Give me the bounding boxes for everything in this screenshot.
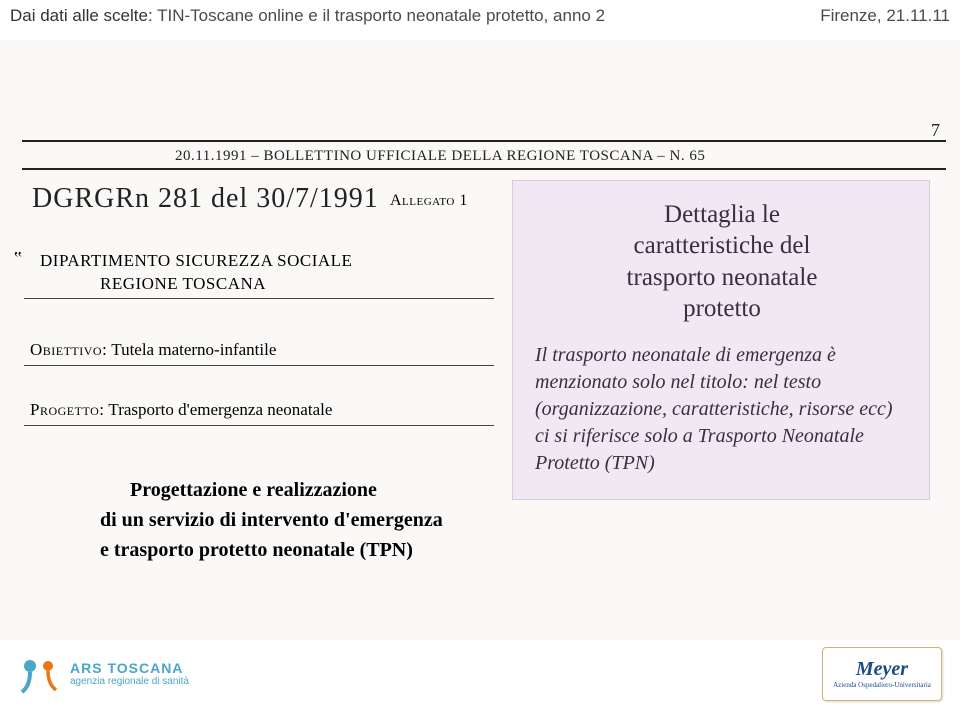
divider-3: [24, 425, 494, 426]
progetto-label: Progetto:: [30, 400, 104, 419]
handwritten-reference: DGRGRn 281 del 30/7/1991: [32, 183, 379, 215]
ars-subtitle: agenzia regionale di sanità: [70, 676, 189, 687]
dipartimento-block: DIPARTIMENTO SICUREZZA SOCIALE REGIONE T…: [40, 250, 352, 296]
callout-title-l1: Dettaglia le: [664, 201, 780, 228]
ars-icon: [18, 652, 62, 696]
margin-mark: ‟: [14, 248, 22, 269]
meyer-logo: Meyer Azienda Ospedaliero-Universitaria: [822, 647, 942, 701]
meyer-name: Meyer: [856, 659, 908, 679]
callout-title: Dettaglia le caratteristiche del traspor…: [535, 199, 909, 324]
rule-mid: [22, 168, 946, 170]
obiettivo-row: Obiettivo: Tutela materno-infantile: [30, 340, 276, 360]
meyer-subtitle: Azienda Ospedaliero-Universitaria: [833, 681, 931, 689]
allegato-label: Allegato 1: [390, 192, 468, 210]
rule-top: [22, 140, 946, 142]
callout-title-l3: trasporto neonatale: [627, 264, 818, 291]
slide-header: Dai dati alle scelte: TIN-Toscane online…: [10, 6, 950, 26]
obiettivo-label: Obiettivo:: [30, 340, 107, 359]
callout-title-l4: protetto: [683, 295, 761, 322]
ars-name: ARS TOSCANA: [70, 661, 189, 676]
obiettivo-text: Tutela materno-infantile: [111, 340, 276, 359]
header-prefix: Dai dati alle scelte:: [10, 6, 153, 25]
divider-1: [24, 298, 494, 299]
dipartimento-line1: DIPARTIMENTO SICUREZZA SOCIALE: [40, 250, 352, 273]
dipartimento-line2: REGIONE TOSCANA: [40, 273, 352, 296]
block-line2: di un servizio di intervento d'emergenza: [100, 505, 500, 535]
divider-2: [24, 365, 494, 366]
project-description: Progettazione e realizzazione di un serv…: [100, 475, 500, 565]
bollettino-header: 20.11.1991 – BOLLETTINO UFFICIALE DELLA …: [175, 148, 705, 165]
block-line1: Progettazione e realizzazione: [100, 475, 500, 505]
block-line3: e trasporto protetto neonatale (TPN): [100, 535, 500, 565]
header-main: TIN-Toscane online e il trasporto neonat…: [157, 6, 605, 25]
page-number: 7: [931, 120, 940, 141]
ars-text: ARS TOSCANA agenzia regionale di sanità: [70, 661, 189, 687]
header-location: Firenze, 21.11.11: [820, 6, 950, 26]
slide-footer: ARS TOSCANA agenzia regionale di sanità …: [0, 643, 960, 711]
callout-box: Dettaglia le caratteristiche del traspor…: [512, 180, 930, 500]
header-title: Dai dati alle scelte: TIN-Toscane online…: [10, 6, 605, 26]
callout-body: Il trasporto neonatale di emergenza è me…: [535, 342, 909, 477]
progetto-text: Trasporto d'emergenza neonatale: [108, 400, 332, 419]
callout-title-l2: caratteristiche del: [634, 232, 811, 259]
progetto-row: Progetto: Trasporto d'emergenza neonatal…: [30, 400, 332, 420]
ars-toscana-logo: ARS TOSCANA agenzia regionale di sanità: [18, 652, 189, 696]
